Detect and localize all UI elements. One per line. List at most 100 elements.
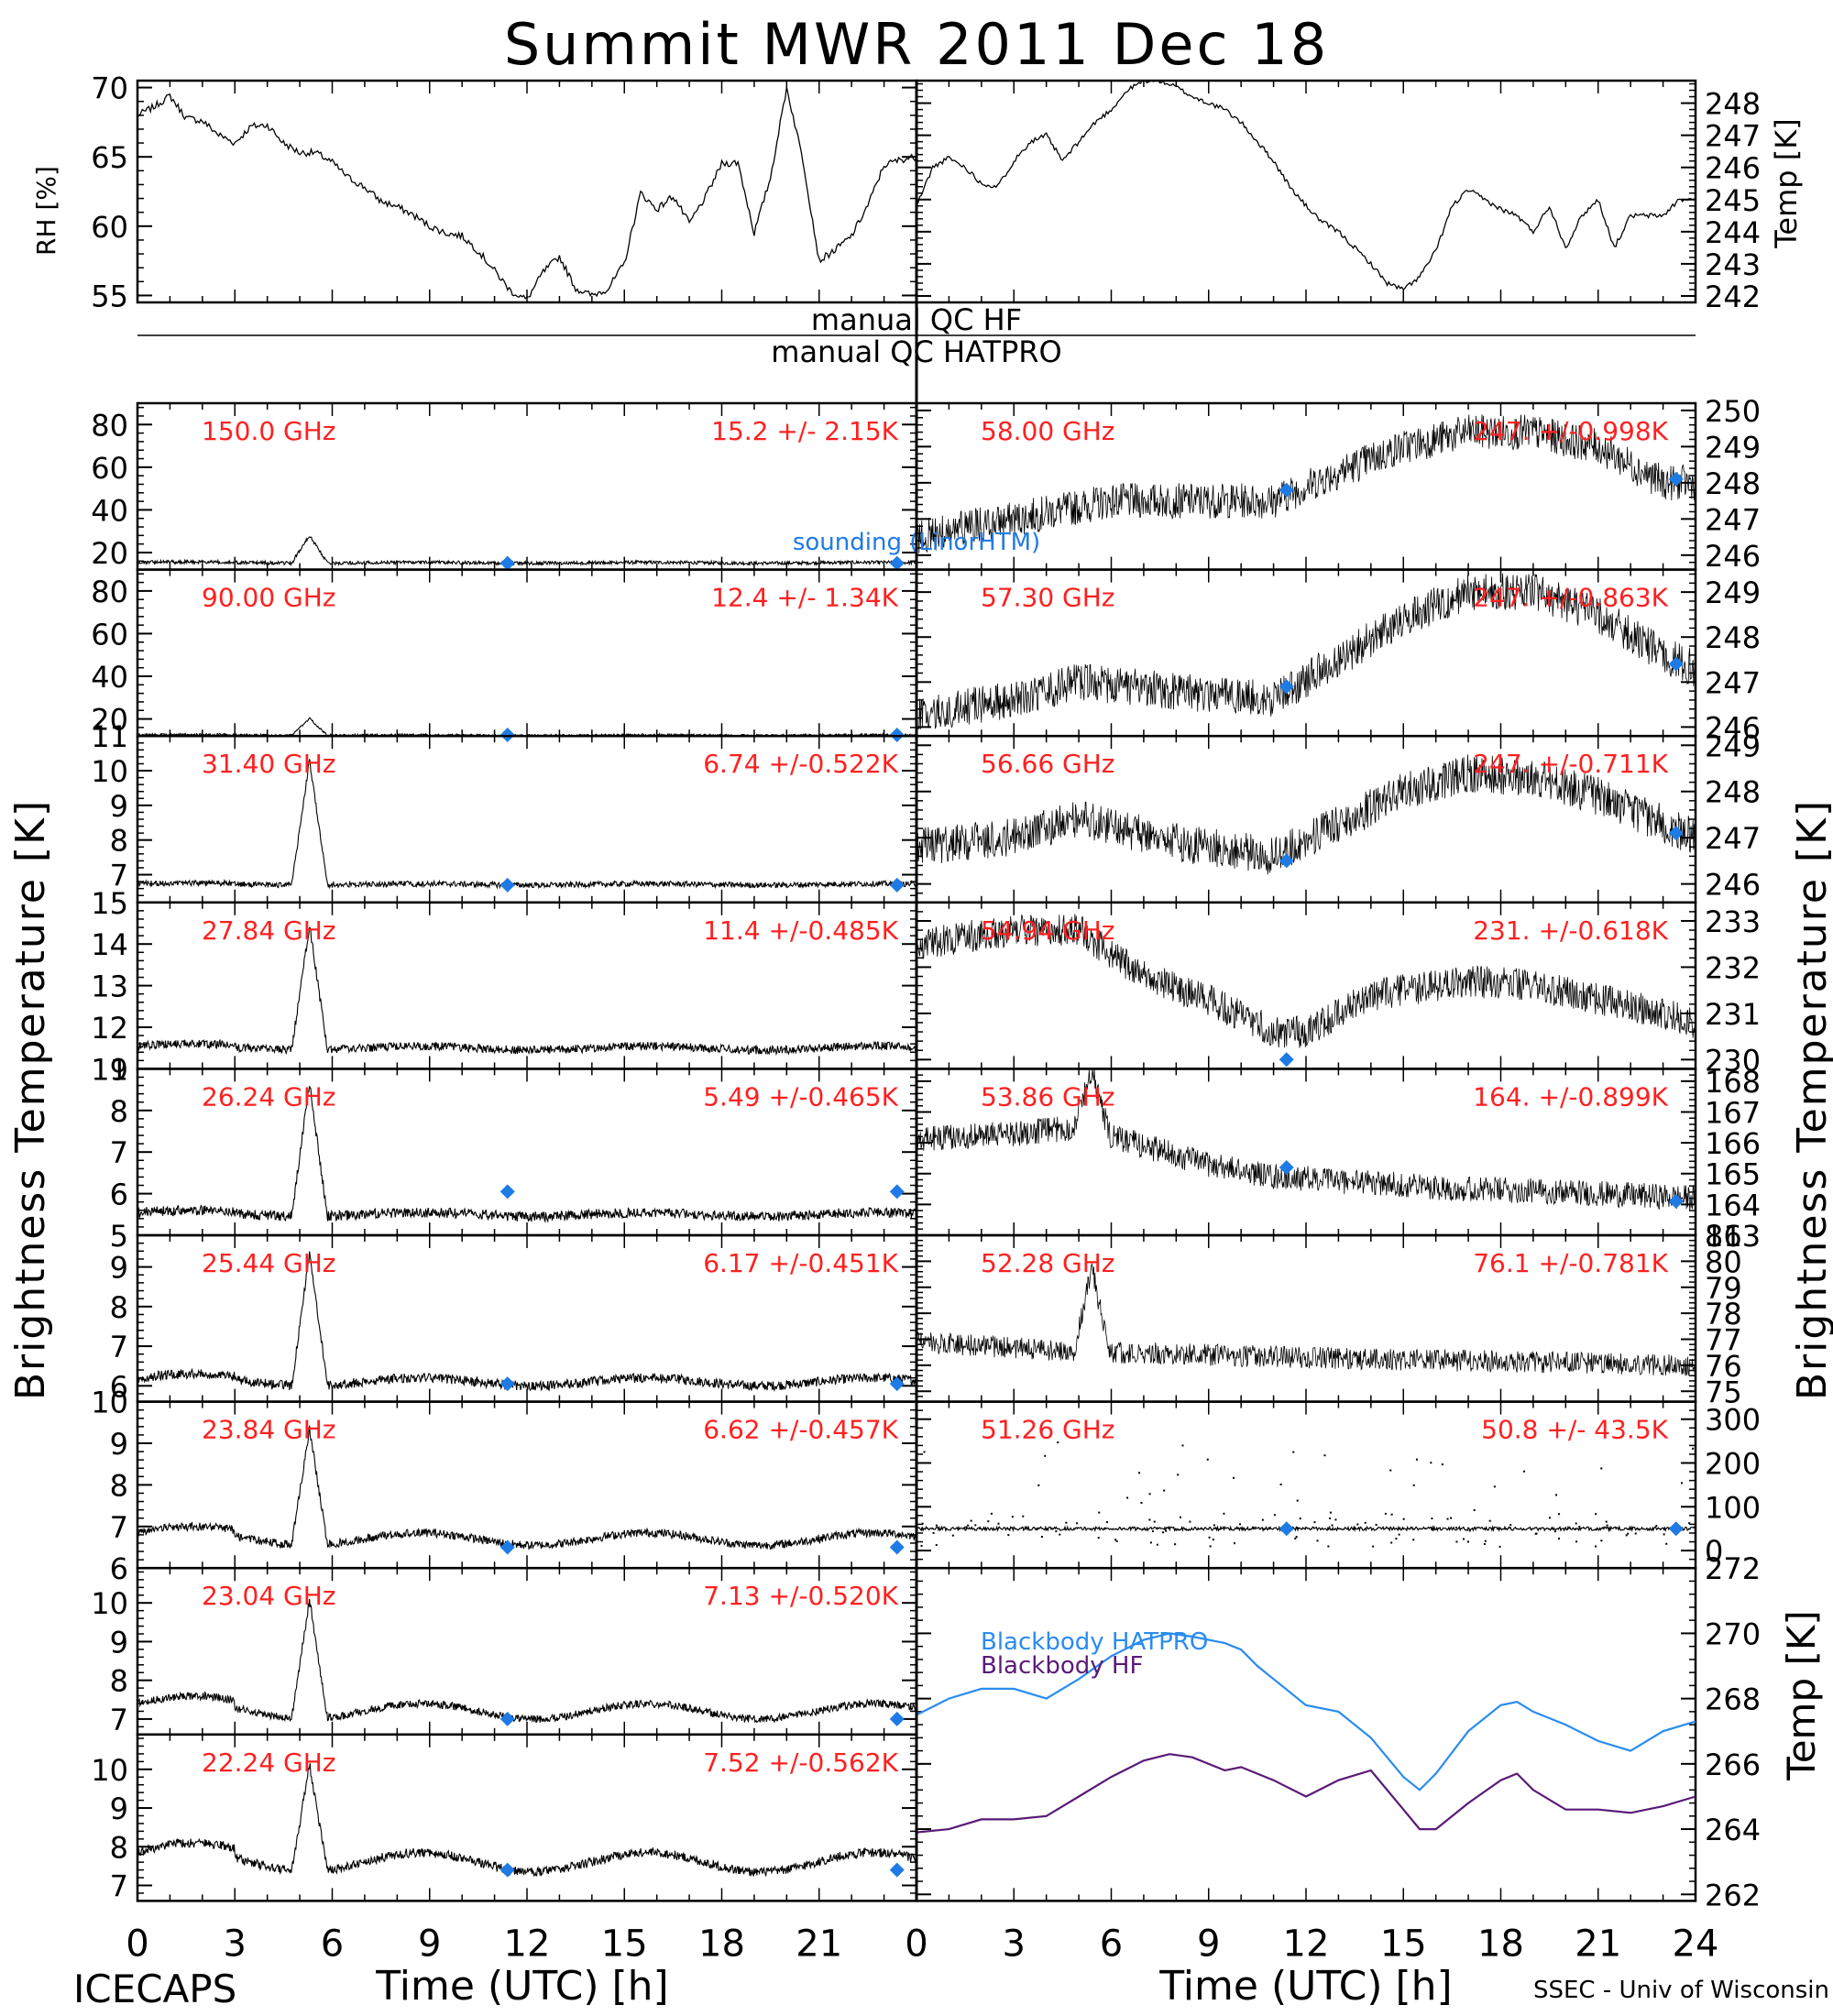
ch-51.26-outlier-point bbox=[1395, 1538, 1398, 1540]
ch-51.26-outlier-point bbox=[1575, 1522, 1577, 1525]
ch-52-28-tick-label: 78 bbox=[1705, 1297, 1742, 1331]
ch-23-04-tick-label: 9 bbox=[110, 1625, 128, 1660]
right-ylabel: Brightness Temperature [K] bbox=[1789, 799, 1833, 1400]
ch-22-24-tick-label: 8 bbox=[110, 1830, 128, 1865]
footer-project: ICECAPS bbox=[73, 1967, 236, 2011]
sounding-marker bbox=[889, 1862, 905, 1878]
ch-23.04-freq-label: 23.04 GHz bbox=[202, 1581, 336, 1611]
x-tick-label-left: 9 bbox=[418, 1923, 441, 1965]
ch-56-66-tick-label: 246 bbox=[1705, 868, 1761, 903]
ch-56-66-tick-label: 249 bbox=[1705, 729, 1761, 763]
ch-51-26-tick-label: 0 bbox=[1705, 1534, 1723, 1569]
ch-51.26-outlier-point bbox=[1213, 1524, 1215, 1527]
ch-51.26-outlier-point bbox=[1384, 1512, 1387, 1515]
ch-27.84-series bbox=[137, 926, 917, 1057]
ch-23.84-stats-label: 6.62 +/-0.457K bbox=[703, 1415, 898, 1445]
ch-31-40-tick-label: 10 bbox=[91, 754, 128, 789]
ch-51.26-outlier-point bbox=[1625, 1534, 1628, 1537]
ch-58-00-tick-label: 246 bbox=[1705, 539, 1761, 574]
sounding-marker bbox=[499, 1862, 515, 1878]
ch-51.26-outlier-point bbox=[1430, 1462, 1432, 1464]
ch-51.26-series bbox=[916, 1524, 1696, 1533]
ch-23.04-series bbox=[137, 1598, 917, 1724]
ch-52-28-tick-label: 80 bbox=[1705, 1244, 1742, 1279]
ch-58-00-tick-label: 249 bbox=[1705, 430, 1761, 465]
ch-51.26-outlier-point bbox=[1663, 1533, 1665, 1536]
ch-57-30-tick-label: 248 bbox=[1705, 620, 1761, 655]
ch-56-66-tick-label: 248 bbox=[1705, 775, 1761, 810]
ch-51.26-outlier-point bbox=[1412, 1539, 1415, 1541]
ch-51.26-outlier-point bbox=[1238, 1523, 1241, 1526]
sounding-marker bbox=[499, 1376, 515, 1392]
ch-23.84-series bbox=[137, 1425, 917, 1550]
ch-53-86-tick-label: 167 bbox=[1705, 1095, 1761, 1130]
ch-31-40-tick-label: 7 bbox=[110, 859, 128, 893]
sounding-marker bbox=[1668, 471, 1684, 487]
ch-150-0-tick-label: 20 bbox=[91, 536, 128, 571]
ch-51.26-outlier-point bbox=[1148, 1518, 1151, 1521]
ch-51.26-outlier-point bbox=[1484, 1539, 1487, 1542]
ch-31.40-freq-label: 31.40 GHz bbox=[202, 749, 336, 779]
ch-51.26-outlier-point bbox=[1455, 1527, 1458, 1529]
ch-150.0-freq-label: 150.0 GHz bbox=[202, 416, 336, 446]
x-tick-label-left: 3 bbox=[224, 1923, 247, 1965]
x-tick-label-left: 6 bbox=[321, 1923, 344, 1965]
ch-51.26-outlier-point bbox=[1498, 1545, 1501, 1548]
bb-tick-label: 270 bbox=[1705, 1616, 1761, 1651]
sounding-marker bbox=[1279, 1521, 1294, 1537]
ch-51.26-outlier-point bbox=[1468, 1529, 1471, 1532]
x-axis-label-left: Time (UTC) [h] bbox=[375, 1963, 668, 2010]
ch-23-04-tick-label: 8 bbox=[110, 1664, 128, 1699]
ch-51.26-outlier-point bbox=[1059, 1533, 1061, 1536]
sounding-marker bbox=[889, 877, 905, 893]
ch-51.26-outlier-point bbox=[1446, 1517, 1449, 1520]
ch-51.26-outlier-point bbox=[1473, 1509, 1476, 1512]
ch-51.26-outlier-point bbox=[1483, 1543, 1486, 1546]
ch-25-44-tick-label: 9 bbox=[110, 1251, 128, 1286]
ch-27-84-tick-label: 11 bbox=[91, 1052, 128, 1087]
ch-51.26-outlier-point bbox=[1153, 1520, 1156, 1523]
ch-31-40-tick-label: 8 bbox=[110, 824, 128, 859]
ch-51.26-outlier-point bbox=[1011, 1516, 1014, 1518]
ch-150.0-stats-label: 15.2 +/- 2.15K bbox=[711, 416, 898, 446]
ch-51.26-outlier-point bbox=[1212, 1539, 1214, 1541]
ch-51.26-outlier-point bbox=[923, 1451, 926, 1453]
temp-tick-label: 248 bbox=[1705, 87, 1761, 122]
ch-51.26-outlier-point bbox=[920, 1544, 923, 1547]
temp-tick-label: 246 bbox=[1705, 151, 1761, 186]
ch-31-40-tick-label: 11 bbox=[91, 719, 128, 754]
blackbody-temp-label: Temp [K] bbox=[1779, 1610, 1824, 1781]
ch-51.26-outlier-point bbox=[1329, 1517, 1332, 1519]
ch-51.26-outlier-point bbox=[951, 1534, 954, 1537]
ch-51.26-outlier-point bbox=[1575, 1528, 1577, 1530]
temp-tick-label: 245 bbox=[1705, 183, 1761, 218]
ch-51.26-outlier-point bbox=[1557, 1538, 1560, 1540]
ch-57-30-tick-label: 246 bbox=[1705, 710, 1761, 745]
ch-56-66-tick-label: 247 bbox=[1705, 821, 1761, 856]
ch-53-86-tick-label: 165 bbox=[1705, 1157, 1761, 1192]
ch-26-24-tick-label: 7 bbox=[110, 1135, 128, 1170]
ch-58-00-tick-label: 247 bbox=[1705, 502, 1761, 537]
ch-90.00-freq-label: 90.00 GHz bbox=[202, 583, 336, 613]
x-tick-label-right: 18 bbox=[1477, 1923, 1524, 1965]
bb-tick-label: 272 bbox=[1705, 1551, 1761, 1586]
ch-51.26-outlier-point bbox=[1412, 1484, 1415, 1486]
ch-51.26-outlier-point bbox=[1007, 1534, 1010, 1537]
ch-51.26-outlier-point bbox=[1522, 1470, 1525, 1473]
ch-25-44-tick-label: 7 bbox=[110, 1330, 128, 1364]
ch-51.26-outlier-point bbox=[1163, 1489, 1166, 1492]
ch-51.26-outlier-point bbox=[1627, 1532, 1630, 1535]
ch-51.26-outlier-point bbox=[1329, 1511, 1332, 1514]
ch-150-0-tick-label: 40 bbox=[91, 493, 128, 528]
ch-51.26-outlier-point bbox=[1353, 1526, 1356, 1528]
ch-54-94-tick-label: 231 bbox=[1705, 997, 1761, 1032]
ch-51.26-outlier-point bbox=[1441, 1463, 1443, 1466]
ch-51.26-outlier-point bbox=[1022, 1515, 1025, 1517]
ch-51.26-outlier-point bbox=[1331, 1524, 1334, 1527]
ch-51.26-outlier-point bbox=[1655, 1525, 1658, 1528]
ch-56.66-series bbox=[916, 754, 1696, 875]
ch-51.26-outlier-point bbox=[1398, 1533, 1400, 1536]
x-tick-label-right: 12 bbox=[1283, 1923, 1330, 1965]
ch-54.94-stats-label: 231. +/-0.618K bbox=[1473, 915, 1668, 946]
